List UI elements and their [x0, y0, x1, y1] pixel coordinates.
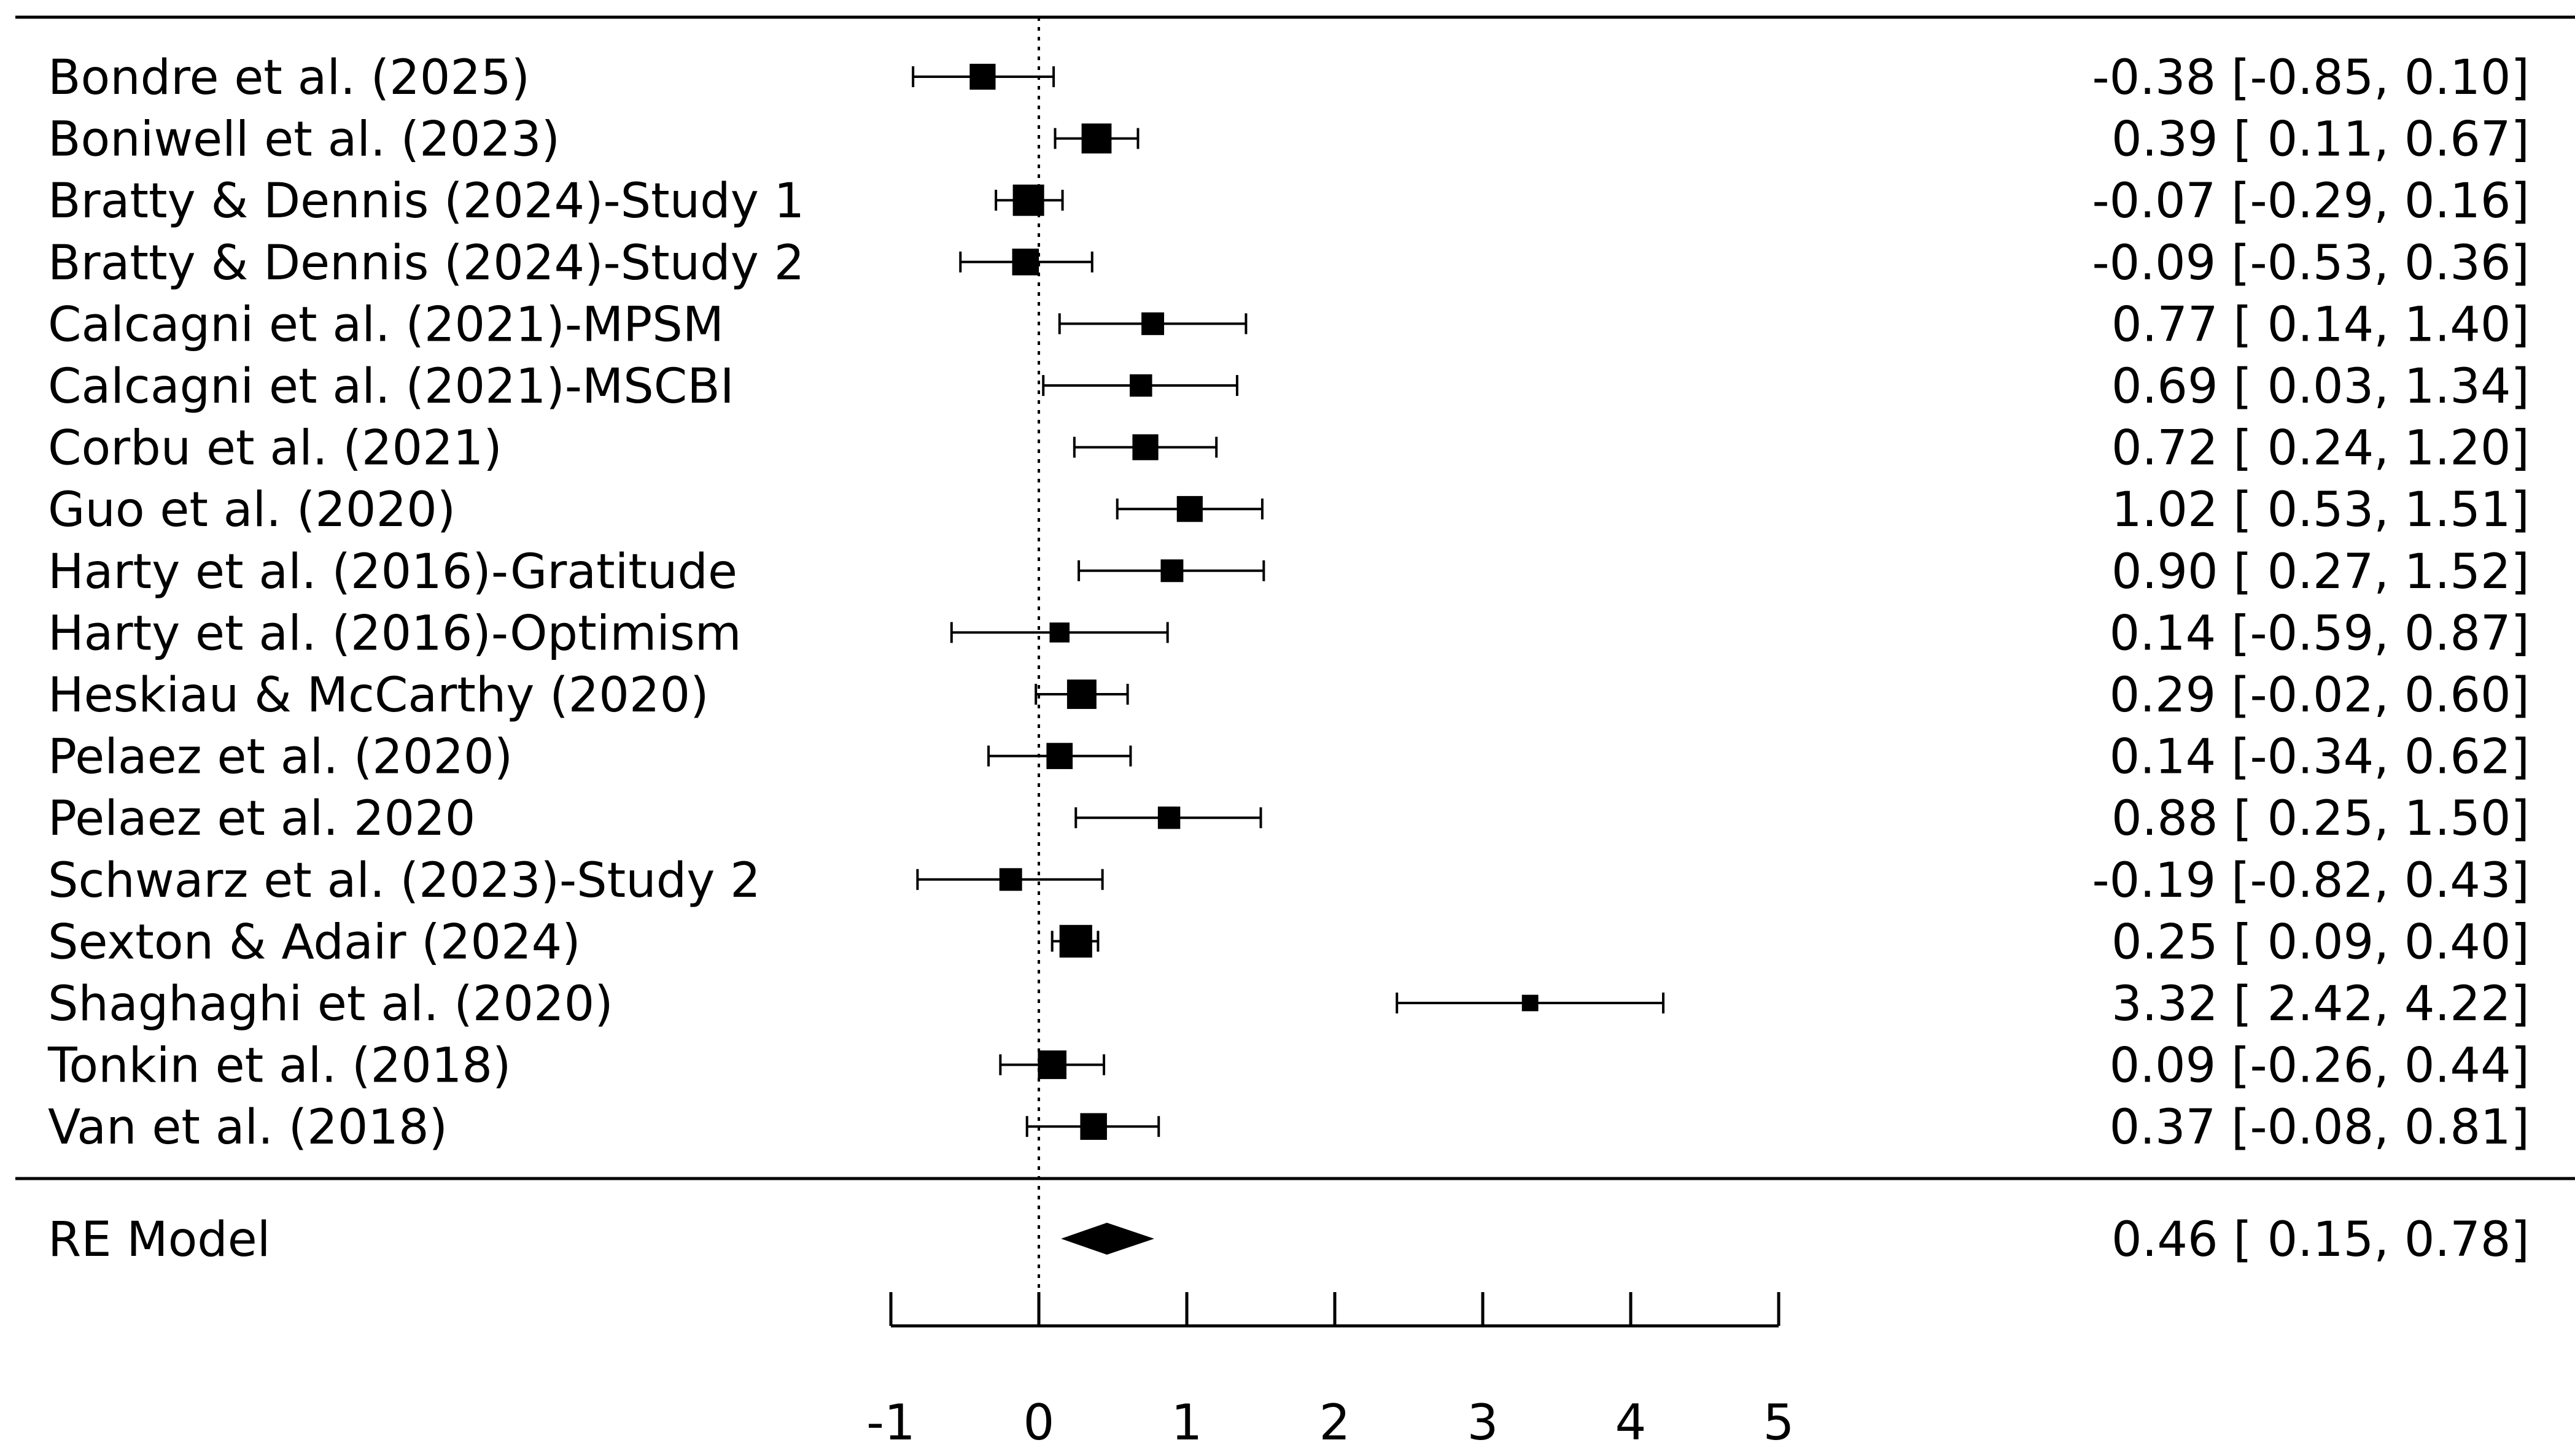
axis-tick-label: 4 [1615, 1394, 1647, 1451]
summary-ci-text: 0.46 [ 0.15, 0.78] [2111, 1212, 2530, 1268]
study-ci-text: -0.38 [-0.85, 0.10] [2092, 50, 2530, 106]
study-row: Bratty & Dennis (2024)-Study 2 -0.09 [-0.… [48, 236, 2530, 291]
point-estimate-marker [1059, 924, 1092, 958]
axis-tick-label: 0 [1023, 1394, 1055, 1451]
study-ci-text: -0.09 [-0.53, 0.36] [2092, 236, 2530, 291]
study-row: Pelaez et al. 2020 0.88 [ 0.25, 1.50] [48, 791, 2530, 846]
x-axis: -1 0 1 2 3 4 5 [866, 1292, 1794, 1451]
study-ci-text: 1.02 [ 0.53, 1.51] [2111, 482, 2530, 538]
point-estimate-marker [999, 868, 1022, 891]
summary-row: RE Model 0.46 [ 0.15, 0.78] [48, 1212, 2530, 1268]
point-estimate-marker [1066, 680, 1097, 709]
study-label: Calcagni et al. (2021)-MPSM [48, 297, 724, 352]
study-ci-text: 0.14 [-0.34, 0.62] [2110, 730, 2530, 785]
point-estimate-marker [1176, 496, 1203, 522]
study-ci-text: -0.19 [-0.82, 0.43] [2092, 853, 2530, 908]
summary-diamond [1061, 1223, 1154, 1255]
study-row: Pelaez et al. (2020) 0.14 [-0.34, 0.62] [48, 730, 2530, 785]
axis-tick-label: 2 [1319, 1394, 1351, 1451]
study-row: Bratty & Dennis (2024)-Study 1 -0.07 [-0.… [48, 174, 2530, 229]
study-label: Schwarz et al. (2023)-Study 2 [48, 853, 761, 908]
study-row: Shaghaghi et al. (2020) 3.32 [ 2.42, 4.22… [48, 977, 2530, 1032]
summary-label: RE Model [48, 1212, 270, 1268]
point-estimate-marker [1141, 312, 1165, 335]
study-row: Tonkin et al. (2018) 0.09 [-0.26, 0.44] [47, 1039, 2530, 1094]
study-label: Sexton & Adair (2024) [48, 915, 581, 970]
study-ci-text: 0.09 [-0.26, 0.44] [2110, 1039, 2530, 1094]
study-label: Harty et al. (2016)-Gratitude [48, 544, 737, 600]
study-label: Tonkin et al. (2018) [47, 1039, 511, 1094]
point-estimate-marker [1012, 249, 1039, 276]
study-label: Pelaez et al. 2020 [48, 791, 475, 846]
study-label: Boniwell et al. (2023) [48, 112, 560, 168]
study-ci-text: 0.88 [ 0.25, 1.50] [2111, 791, 2530, 846]
study-label: Bondre et al. (2025) [48, 50, 530, 106]
study-ci-text: 0.69 [ 0.03, 1.34] [2111, 359, 2530, 414]
study-ci-text: 0.29 [-0.02, 0.60] [2110, 668, 2530, 723]
point-estimate-marker [1046, 743, 1073, 769]
study-row: Harty et al. (2016)-Gratitude 0.90 [ 0.27… [48, 544, 2530, 600]
study-label: Corbu et al. (2021) [48, 421, 502, 476]
study-label: Pelaez et al. (2020) [48, 730, 513, 785]
study-row: Guo et al. (2020) 1.02 [ 0.53, 1.51] [48, 482, 2530, 538]
study-row: Harty et al. (2016)-Optimism 0.14 [-0.59,… [48, 606, 2530, 661]
study-row: Sexton & Adair (2024) 0.25 [ 0.09, 0.40] [48, 915, 2530, 970]
study-row: Heskiau & McCarthy (2020) 0.29 [-0.02, 0.… [48, 668, 2530, 723]
study-row: Schwarz et al. (2023)-Study 2 -0.19 [-0.8… [48, 853, 2530, 908]
study-ci-text: -0.07 [-0.29, 0.16] [2092, 174, 2530, 229]
study-label: Calcagni et al. (2021)-MSCBI [48, 359, 734, 414]
study-row: Boniwell et al. (2023) 0.39 [ 0.11, 0.67] [48, 112, 2530, 168]
study-label: Harty et al. (2016)-Optimism [48, 606, 742, 661]
point-estimate-marker [1160, 559, 1184, 583]
study-ci-text: 0.14 [-0.59, 0.87] [2110, 606, 2530, 661]
study-ci-text: 0.39 [ 0.11, 0.67] [2111, 112, 2530, 168]
study-row: Calcagni et al. (2021)-MSCBI 0.69 [ 0.03,… [48, 359, 2530, 414]
study-row: Calcagni et al. (2021)-MPSM 0.77 [ 0.14, … [48, 297, 2530, 352]
study-row: Van et al. (2018) 0.37 [-0.08, 0.81] [48, 1100, 2530, 1155]
point-estimate-marker [1132, 434, 1159, 460]
study-label: Guo et al. (2020) [48, 482, 456, 538]
study-label: Bratty & Dennis (2024)-Study 2 [48, 236, 804, 291]
study-ci-text: 0.77 [ 0.14, 1.40] [2111, 297, 2530, 352]
study-row: Corbu et al. (2021) 0.72 [ 0.24, 1.20] [48, 421, 2530, 476]
axis-tick-label: 1 [1171, 1394, 1203, 1451]
point-estimate-marker [1049, 622, 1070, 643]
axis-tick-label: 5 [1763, 1394, 1795, 1451]
study-ci-text: 0.90 [ 0.27, 1.52] [2111, 544, 2530, 600]
study-ci-text: 0.72 [ 0.24, 1.20] [2111, 421, 2530, 476]
study-ci-text: 0.25 [ 0.09, 0.40] [2111, 915, 2530, 970]
point-estimate-marker [1521, 994, 1539, 1012]
point-estimate-marker [1038, 1050, 1066, 1079]
point-estimate-marker [1157, 806, 1181, 829]
study-label: Shaghaghi et al. (2020) [48, 977, 613, 1032]
axis-tick-label: -1 [866, 1394, 915, 1451]
study-ci-text: 3.32 [ 2.42, 4.22] [2111, 977, 2530, 1032]
axis-tick-label: 3 [1467, 1394, 1499, 1451]
point-estimate-marker [1130, 374, 1152, 397]
point-estimate-marker [1012, 184, 1044, 216]
study-row: Bondre et al. (2025) -0.38 [-0.85, 0.10] [48, 50, 2530, 106]
point-estimate-marker [1081, 123, 1112, 153]
study-ci-text: 0.37 [-0.08, 0.81] [2110, 1100, 2530, 1155]
study-label: Bratty & Dennis (2024)-Study 1 [48, 174, 804, 229]
study-label: Heskiau & McCarthy (2020) [48, 668, 709, 723]
point-estimate-marker [969, 63, 996, 90]
point-estimate-marker [1080, 1113, 1107, 1140]
study-rows: Bondre et al. (2025) -0.38 [-0.85, 0.10]B… [47, 50, 2530, 1155]
study-label: Van et al. (2018) [48, 1100, 448, 1155]
